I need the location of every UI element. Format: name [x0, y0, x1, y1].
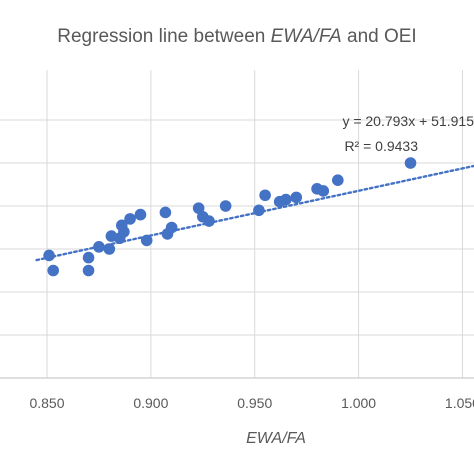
- data-point: [43, 249, 55, 262]
- chart-title: Regression line between EWA/FA and OEI: [57, 26, 416, 47]
- trendline-r-squared: R² = 0.9433: [344, 138, 418, 154]
- data-point: [290, 191, 303, 204]
- data-point: [159, 206, 172, 219]
- data-point: [47, 264, 60, 277]
- data-point: [259, 189, 271, 202]
- x-tick-label: 0.950: [237, 395, 272, 411]
- x-tick-label: 0.900: [133, 395, 168, 411]
- x-tick-label: 1.050: [445, 395, 474, 411]
- trendline-equation: y = 20.793x + 51.915: [342, 113, 474, 129]
- data-point: [192, 202, 205, 214]
- data-point: [219, 200, 232, 212]
- data-point: [332, 174, 344, 186]
- chart-title-part: and OEI: [342, 26, 417, 47]
- x-tick-label: 0.850: [29, 395, 64, 411]
- data-point: [82, 251, 95, 264]
- data-points: [43, 157, 417, 277]
- data-point: [140, 234, 153, 247]
- x-axis-title: EWA/FA: [246, 430, 306, 447]
- trendline: [35, 164, 474, 262]
- data-point: [118, 226, 130, 238]
- data-point: [134, 208, 147, 221]
- data-point: [165, 221, 178, 234]
- chart-title-part: EWA/FA: [271, 26, 342, 47]
- data-point: [404, 157, 417, 169]
- data-point: [253, 204, 265, 217]
- data-point: [203, 215, 215, 227]
- x-tick-label: 1.000: [341, 395, 376, 411]
- data-point: [93, 241, 105, 253]
- data-point: [103, 243, 116, 255]
- data-point: [317, 185, 330, 197]
- x-tick-labels: 0.850 0.900 0.950 1.000 1.050: [29, 395, 474, 411]
- data-point: [82, 264, 95, 277]
- data-point: [124, 213, 136, 225]
- chart-title-part: Regression line between: [57, 26, 270, 47]
- data-point: [280, 193, 292, 206]
